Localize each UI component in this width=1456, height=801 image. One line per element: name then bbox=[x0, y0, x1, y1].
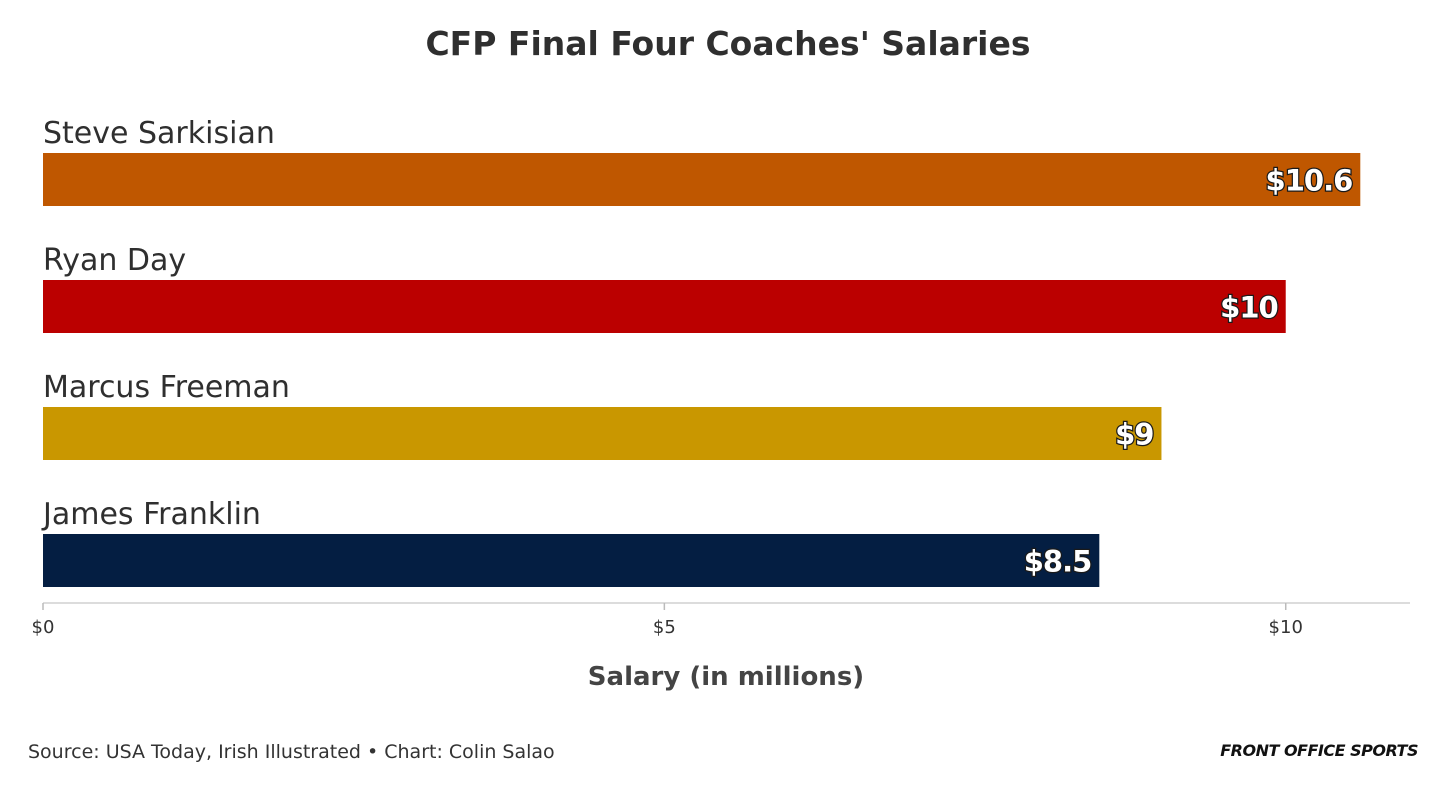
x-tick-label: $10 bbox=[1269, 617, 1303, 638]
x-tick-label: $5 bbox=[653, 617, 676, 638]
bar bbox=[43, 407, 1162, 460]
category-label: Steve Sarkisian bbox=[43, 116, 275, 151]
x-tick-label: $0 bbox=[32, 617, 55, 638]
bar bbox=[43, 153, 1361, 206]
bar bbox=[43, 534, 1100, 587]
chart-title: CFP Final Four Coaches' Salaries bbox=[425, 24, 1031, 63]
x-axis-title: Salary (in millions) bbox=[588, 662, 864, 692]
source-credit: Source: USA Today, Irish Illustrated • C… bbox=[28, 741, 555, 763]
brand-logo: FRONT OFFICE SPORTS bbox=[1220, 741, 1418, 760]
data-label: $9 bbox=[1115, 418, 1153, 452]
category-label: James Franklin bbox=[41, 497, 261, 532]
data-label: $10.6 bbox=[1266, 164, 1353, 198]
bar bbox=[43, 280, 1286, 333]
data-label: $10 bbox=[1220, 291, 1278, 325]
category-label: Ryan Day bbox=[43, 243, 186, 278]
category-label: Marcus Freeman bbox=[43, 370, 290, 405]
data-label: $8.5 bbox=[1024, 545, 1092, 579]
